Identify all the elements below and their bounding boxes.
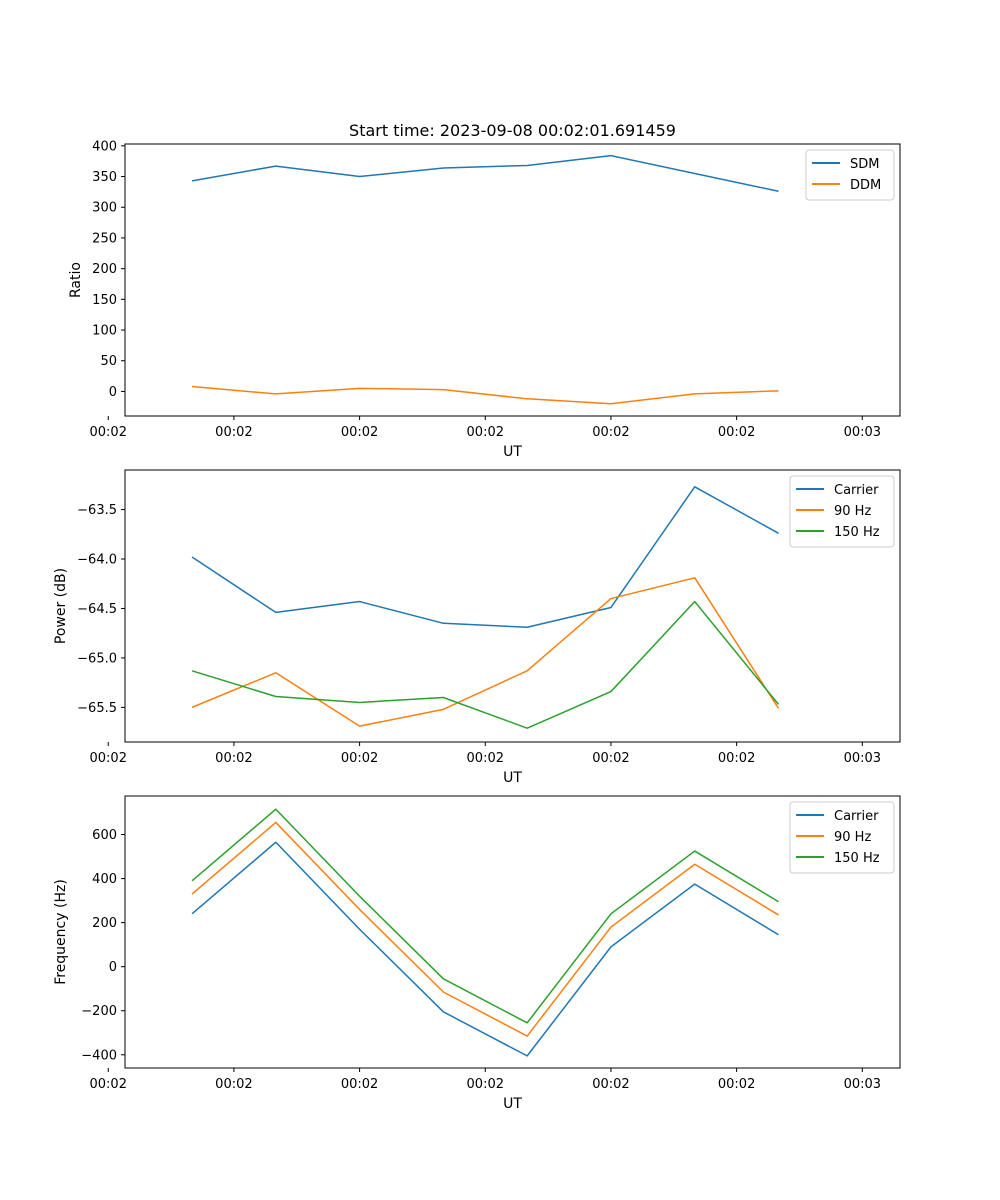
chart-3-x-tick-label: 00:02 [592,1077,629,1092]
chart-3-x-axis-label: UT [503,1096,522,1112]
chart-2-y-tick-label: −64.5 [77,602,117,617]
chart-3-series-90-hz-line [191,821,779,1037]
chart-3-x-tick-label: 00:03 [844,1077,881,1092]
chart-2-series-90-hz-line [191,577,780,727]
chart-3-x-tick-label: 00:02 [215,1077,252,1092]
chart-1-y-tick-label: 400 [92,139,117,154]
chart-2-x-tick-label: 00:02 [90,751,127,766]
chart-2-y-tick-label: −65.5 [77,701,117,716]
chart-2-x-tick-label: 00:03 [844,751,881,766]
chart-2-series-150-hz-line [191,600,780,729]
chart-2-y-tick-label: −65.0 [77,651,117,666]
chart-2-x-tick-label: 00:02 [592,751,629,766]
chart-1-x-tick-label: 00:02 [341,425,378,440]
chart-1-series-sdm-line [191,154,779,193]
chart-1-x-tick-label: 00:02 [215,425,252,440]
chart-3-y-tick-label: 400 [92,872,117,887]
chart-2-x-tick-label: 00:02 [215,751,252,766]
chart-1-x-tick-label: 00:03 [844,425,881,440]
chart-3-y-axis-label: Frequency (Hz) [53,879,69,985]
chart-3-legend [789,801,895,874]
chart-1-x-tick-label: 00:02 [90,425,127,440]
chart-1-x-tick-label: 00:02 [592,425,629,440]
chart-1-y-tick-label: 0 [109,385,117,400]
chart-1-y-axis-label: Ratio [68,262,84,298]
chart-3-x-tick-label: 00:02 [467,1077,504,1092]
chart-3-x-tick-label: 00:02 [341,1077,378,1092]
chart-1-legend-label-sdm: SDM [850,157,879,172]
chart-2-y-tick-label: −63.5 [77,503,117,518]
chart-3-x-tick-label: 00:02 [90,1077,127,1092]
chart-3-axes-frame [124,795,901,1069]
chart-1-series-ddm-line [191,385,779,405]
chart-1-y-tick-label: 300 [92,201,117,216]
chart-3-y-tick-label: 0 [109,960,117,975]
chart-1-legend-label-ddm: DDM [850,178,881,193]
chart-1-y-tick-label: 350 [92,170,117,185]
chart-1-title: Start time: 2023-09-08 00:02:01.691459 [349,121,676,140]
chart-3-y-tick-label: 600 [92,828,117,843]
chart-2-x-tick-label: 00:02 [341,751,378,766]
chart-1-y-tick-label: 150 [92,293,117,308]
chart-3-series-carrier-line [191,841,779,1057]
chart-3-y-tick-label: −400 [81,1048,117,1063]
chart-2-y-tick-label: −64.0 [77,553,117,568]
chart-2-axes-frame [124,469,901,743]
chart-3-y-tick-label: −200 [81,1004,117,1019]
chart-2-legend-label-150-hz: 150 Hz [834,525,880,540]
chart-3-legend-label-carrier: Carrier [834,809,879,824]
chart-1-axes-frame [124,143,901,417]
chart-2-x-tick-label: 00:02 [467,751,504,766]
chart-2-legend-label-carrier: Carrier [834,483,879,498]
chart-1-x-axis-label: UT [503,444,522,460]
chart-2-series-carrier-line [191,486,779,629]
chart-3-series-150-hz-line [191,808,779,1024]
chart-2-legend [789,475,895,548]
chart-2-legend-label-90-hz: 90 Hz [834,504,871,519]
chart-2-y-axis-label: Power (dB) [53,568,69,644]
chart-1-y-tick-label: 200 [92,262,117,277]
chart-3-legend-label-90-hz: 90 Hz [834,830,871,845]
chart-2-x-axis-label: UT [503,770,522,786]
chart-3-legend-label-150-hz: 150 Hz [834,851,880,866]
chart-2-x-tick-label: 00:02 [718,751,755,766]
chart-3-x-tick-label: 00:02 [718,1077,755,1092]
chart-1-y-tick-label: 100 [92,324,117,339]
chart-3-y-tick-label: 200 [92,916,117,931]
chart-1-y-tick-label: 250 [92,231,117,246]
chart-1-x-tick-label: 00:02 [718,425,755,440]
chart-1-x-tick-label: 00:02 [467,425,504,440]
chart-1-y-tick-label: 50 [100,354,117,369]
